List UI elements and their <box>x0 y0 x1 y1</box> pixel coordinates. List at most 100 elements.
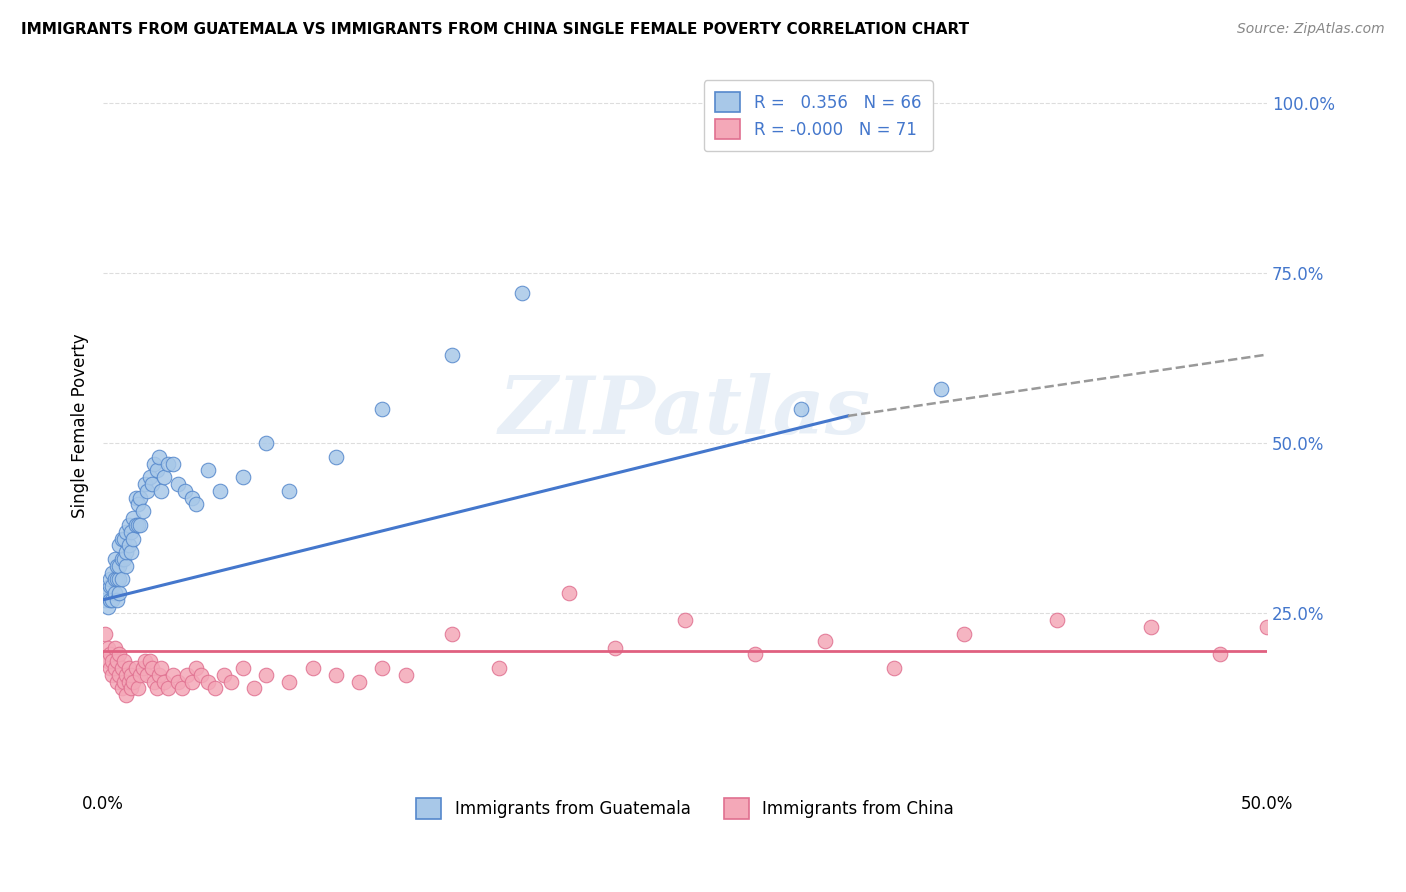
Point <box>325 450 347 464</box>
Point <box>118 674 141 689</box>
Point <box>162 667 184 681</box>
Text: Source: ZipAtlas.com: Source: ZipAtlas.com <box>1237 22 1385 37</box>
Point <box>118 517 141 532</box>
Point <box>129 491 152 505</box>
Point <box>127 498 149 512</box>
Point <box>125 517 148 532</box>
Point <box>186 661 208 675</box>
Point <box>254 667 277 681</box>
Point <box>98 592 121 607</box>
Point <box>138 654 160 668</box>
Point <box>118 661 141 675</box>
Point <box>94 592 117 607</box>
Point <box>197 463 219 477</box>
Point <box>112 552 135 566</box>
Point <box>141 661 163 675</box>
Point <box>111 661 134 675</box>
Point <box>118 538 141 552</box>
Point <box>111 681 134 696</box>
Point <box>883 661 905 675</box>
Point <box>157 457 180 471</box>
Point <box>157 681 180 696</box>
Point <box>115 545 138 559</box>
Point <box>108 586 131 600</box>
Point <box>1256 620 1278 634</box>
Point <box>105 558 128 573</box>
Point <box>148 450 170 464</box>
Point <box>115 558 138 573</box>
Point <box>115 688 138 702</box>
Point <box>134 654 156 668</box>
Point <box>371 661 394 675</box>
Point <box>152 470 174 484</box>
Point <box>120 545 142 559</box>
Point <box>208 483 231 498</box>
Point <box>152 674 174 689</box>
Point <box>101 566 124 580</box>
Point <box>105 573 128 587</box>
Point <box>278 674 301 689</box>
Point <box>97 640 120 655</box>
Point <box>98 661 121 675</box>
Point <box>112 532 135 546</box>
Point <box>108 558 131 573</box>
Point <box>122 511 145 525</box>
Point <box>120 681 142 696</box>
Y-axis label: Single Female Poverty: Single Female Poverty <box>72 334 89 518</box>
Point <box>112 674 135 689</box>
Point <box>929 382 952 396</box>
Point <box>814 633 837 648</box>
Point <box>98 648 121 662</box>
Point <box>122 674 145 689</box>
Point <box>125 491 148 505</box>
Point <box>143 674 166 689</box>
Point <box>105 592 128 607</box>
Point <box>131 504 153 518</box>
Point <box>111 552 134 566</box>
Point <box>136 667 159 681</box>
Point <box>131 661 153 675</box>
Point <box>371 402 394 417</box>
Point <box>145 463 167 477</box>
Point <box>122 532 145 546</box>
Point <box>98 573 121 587</box>
Point <box>145 681 167 696</box>
Point <box>104 661 127 675</box>
Point <box>176 667 198 681</box>
Point <box>166 477 188 491</box>
Point <box>166 674 188 689</box>
Point <box>605 640 627 655</box>
Point <box>254 436 277 450</box>
Point <box>790 402 813 417</box>
Point <box>172 681 194 696</box>
Point <box>94 627 117 641</box>
Point <box>212 667 235 681</box>
Point <box>232 470 254 484</box>
Point <box>104 640 127 655</box>
Point <box>162 457 184 471</box>
Point <box>232 661 254 675</box>
Point <box>141 477 163 491</box>
Point <box>143 457 166 471</box>
Point <box>101 579 124 593</box>
Point <box>510 286 533 301</box>
Point <box>115 667 138 681</box>
Point <box>148 667 170 681</box>
Point <box>673 613 696 627</box>
Point <box>104 552 127 566</box>
Point <box>125 661 148 675</box>
Point <box>441 348 464 362</box>
Point <box>105 654 128 668</box>
Point <box>488 661 510 675</box>
Point <box>1209 648 1232 662</box>
Point <box>104 573 127 587</box>
Legend: Immigrants from Guatemala, Immigrants from China: Immigrants from Guatemala, Immigrants fr… <box>409 792 960 825</box>
Point <box>180 674 202 689</box>
Point <box>138 470 160 484</box>
Point <box>120 524 142 539</box>
Point <box>150 483 173 498</box>
Point <box>441 627 464 641</box>
Point <box>108 573 131 587</box>
Point <box>134 477 156 491</box>
Point <box>101 667 124 681</box>
